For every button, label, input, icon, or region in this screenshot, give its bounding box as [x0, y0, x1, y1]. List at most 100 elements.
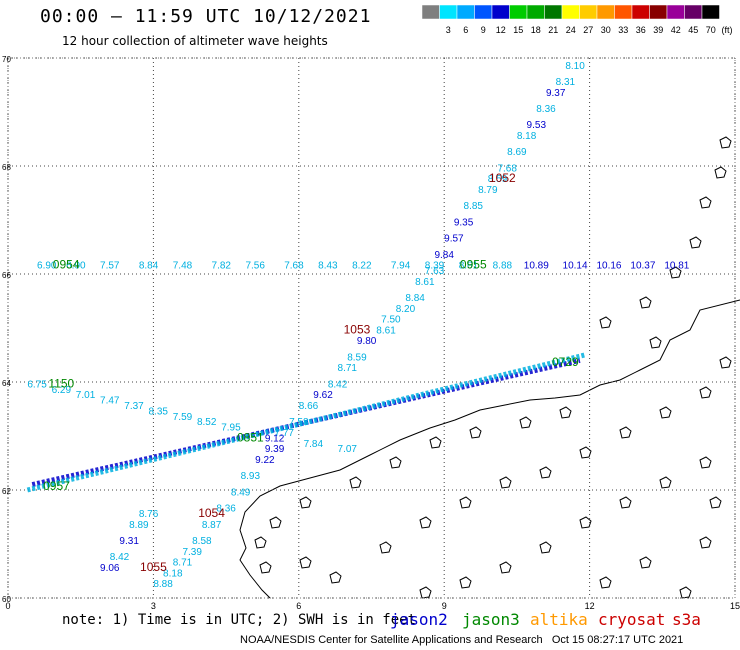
island-outline — [469, 426, 482, 439]
wave-height-label: 8.18 — [163, 568, 183, 579]
satellite-label-s3a: s3a — [672, 610, 701, 629]
colorbar-unit-label: (ft) — [722, 25, 733, 35]
time-label: 0729 — [552, 355, 579, 369]
colorbar-tick-label: 9 — [481, 25, 486, 35]
x-tick-label: 9 — [442, 601, 447, 610]
wave-height-label: 8.36 — [536, 104, 556, 115]
island-outline — [519, 416, 532, 429]
satellite-label-jason3: jason3 — [462, 610, 520, 629]
wave-height-label: 8.85 — [464, 201, 484, 212]
wave-height-label: 8.59 — [347, 352, 367, 363]
island-outline — [379, 541, 392, 554]
colorbar-tick-label: 45 — [688, 25, 698, 35]
x-tick-label: 6 — [296, 601, 301, 610]
island-outline — [619, 426, 632, 439]
wave-height-label: 8.31 — [556, 77, 576, 88]
wave-height-label: 8.71 — [338, 363, 358, 374]
wave-height-label: 8.76 — [139, 509, 159, 520]
wave-height-label: 8.71 — [173, 558, 193, 569]
wave-height-label: 7.68 — [284, 261, 304, 272]
y-tick-label: 64 — [2, 379, 11, 388]
colorbar-tick-label: 6 — [463, 25, 468, 35]
wave-height-label: 7.77 — [275, 428, 295, 439]
wave-height-label: 8.79 — [478, 185, 498, 196]
island-outline — [719, 136, 732, 149]
wave-height-label: 10.16 — [596, 261, 621, 272]
wave-height-label: 7.37 — [124, 401, 144, 412]
satellite-label-jason2: jason2 — [390, 610, 448, 629]
island-outline — [579, 446, 592, 459]
wave-height-label: 6.29 — [52, 385, 72, 396]
island-outline — [459, 576, 472, 589]
island-outline — [719, 356, 732, 369]
wave-height-label: 7.56 — [245, 261, 265, 272]
time-label: 0955 — [460, 258, 487, 272]
colorbar-tick-label: 12 — [496, 25, 506, 35]
credit-text: NOAA/NESDIS Center for Satellite Applica… — [240, 634, 543, 646]
satellite-label-cryosat: cryosat — [598, 610, 666, 629]
island-outline — [419, 586, 432, 599]
colorbar-tick-label: 70 — [706, 25, 716, 35]
island-outline — [699, 196, 712, 209]
wave-height-label: 8.59 — [488, 174, 508, 185]
island-outline — [349, 476, 362, 489]
y-tick-label: 66 — [2, 271, 11, 280]
wave-height-label: 8.61 — [459, 261, 479, 272]
wave-height-label: 10.89 — [524, 261, 549, 272]
island-outline — [559, 406, 572, 419]
island-outline — [699, 456, 712, 469]
y-tick-label: 60 — [2, 595, 11, 604]
colorbar-tick-label: 24 — [566, 25, 576, 35]
wave-height-label: 8.88 — [493, 261, 513, 272]
wave-height-label: 8.18 — [517, 131, 537, 142]
island-outline — [539, 466, 552, 479]
colorbar-tick-label: 3 — [446, 25, 451, 35]
island-outline — [539, 541, 552, 554]
wave-height-label: 7.57 — [100, 261, 120, 272]
timestamp-text: Oct 15 08:27:17 UTC 2021 — [551, 634, 684, 646]
time-label: 1054 — [198, 506, 225, 520]
wave-height-label: 8.10 — [565, 61, 585, 72]
island-outline — [659, 406, 672, 419]
colorbar-tick-label: 15 — [513, 25, 523, 35]
island-outline — [499, 476, 512, 489]
island-outline — [659, 476, 672, 489]
colorbar-tick-label: 27 — [583, 25, 593, 35]
island-outline — [429, 436, 442, 449]
x-tick-label: 0 — [5, 601, 10, 610]
colorbar-tick-label: 18 — [531, 25, 541, 35]
chart-title: 00:00 – 11:59 UTC 10/12/2021 — [40, 6, 372, 27]
wave-height-label: 9.39 — [265, 444, 285, 455]
plot-area: 0 3 6 9 12 15 60 62 64 66 68 70 8.10 8.319.37 8.36 9.53… — [2, 55, 740, 610]
wave-height-label: 6.75 — [27, 379, 47, 390]
wave-height-label: 6.90 — [37, 261, 57, 272]
wave-height-label: 8.61 — [376, 325, 396, 336]
x-tick-label: 15 — [730, 601, 740, 610]
island-outline — [299, 556, 312, 569]
x-tick-label: 12 — [585, 601, 595, 610]
island-outline — [269, 516, 282, 529]
island-outline — [419, 516, 432, 529]
wave-height-label: 7.01 — [76, 390, 96, 401]
wave-height-label: 7.39 — [182, 547, 202, 558]
colorbar-tick-label: 33 — [618, 25, 628, 35]
time-label: 1055 — [140, 560, 167, 574]
wave-height-label: 8.89 — [129, 520, 149, 531]
grid — [7, 57, 736, 599]
island-outline — [389, 456, 402, 469]
island-outline — [619, 496, 632, 509]
island-outline — [599, 576, 612, 589]
wave-height-label: 10.37 — [630, 261, 655, 272]
coastline-path — [239, 299, 740, 599]
time-label: 0954 — [53, 258, 80, 272]
wave-height-label: 8.36 — [216, 504, 236, 515]
wave-height-label: 9.31 — [119, 536, 139, 547]
wave-height-label: 8.52 — [197, 417, 217, 428]
time-label: 1053 — [344, 322, 371, 336]
island-outline — [579, 516, 592, 529]
island-outline — [714, 166, 727, 179]
wave-height-label: 7.63 — [425, 266, 445, 277]
wave-height-label: 8.42 — [110, 552, 130, 563]
wave-height-label: 7.68 — [497, 163, 517, 174]
